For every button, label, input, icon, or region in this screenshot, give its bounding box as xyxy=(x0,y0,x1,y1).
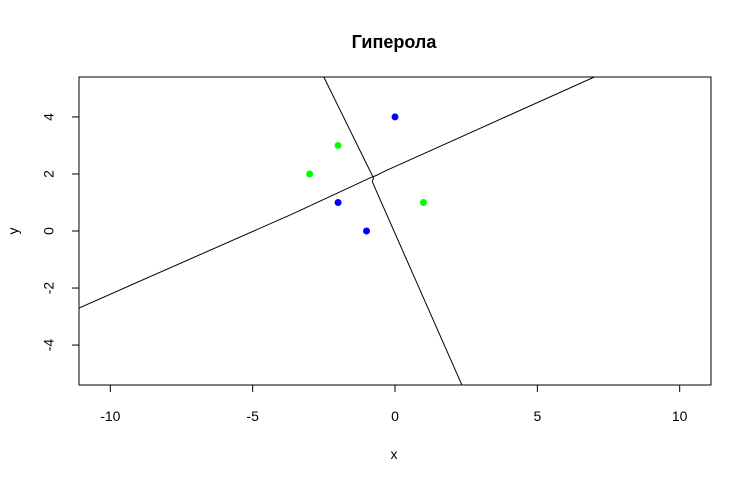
plot-frame xyxy=(78,76,712,386)
x-tick-label: -5 xyxy=(246,408,259,424)
y-tick-label: 4 xyxy=(41,113,57,121)
data-point xyxy=(391,113,399,121)
data-point xyxy=(334,198,342,206)
y-tick-label: 2 xyxy=(41,170,57,178)
y-tick-label: -2 xyxy=(41,282,57,295)
x-tick-label: 5 xyxy=(533,408,541,424)
points-layer xyxy=(306,113,427,235)
x-tick-label: 0 xyxy=(391,408,399,424)
x-tick-label: -10 xyxy=(100,408,120,424)
x-axis: -10 -5 0 5 10 xyxy=(100,384,688,424)
data-point xyxy=(419,198,427,206)
y-axis: -4 -2 0 2 4 xyxy=(41,113,80,352)
y-tick-label: 0 xyxy=(41,227,57,235)
data-point xyxy=(306,170,314,178)
decision-curve xyxy=(79,77,595,309)
data-point xyxy=(363,227,371,235)
data-point xyxy=(334,141,342,149)
x-axis-label: x xyxy=(391,446,398,462)
curves-layer xyxy=(79,77,595,385)
decision-curve xyxy=(323,77,463,385)
y-tick-label: -4 xyxy=(41,339,57,352)
x-tick-label: 10 xyxy=(672,408,688,424)
y-axis-label: y xyxy=(5,228,21,235)
chart-title: Гиперола xyxy=(352,32,438,52)
